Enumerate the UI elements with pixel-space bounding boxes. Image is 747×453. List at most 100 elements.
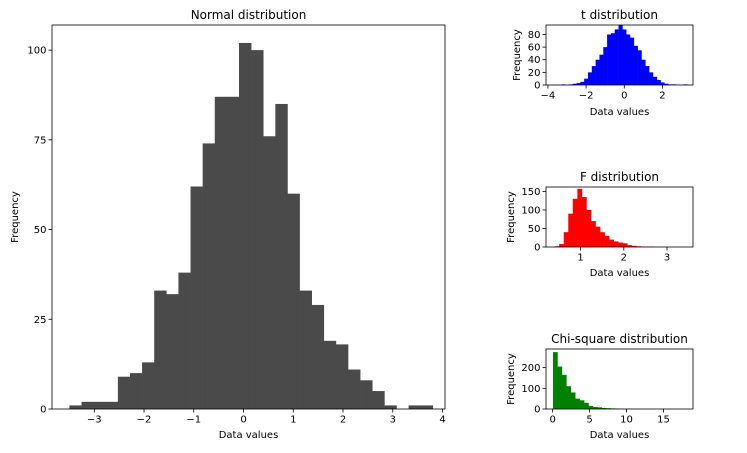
y-tick-label: 100 xyxy=(27,46,46,57)
x-tick-label: 0 xyxy=(621,91,627,102)
histogram-bar xyxy=(263,136,276,409)
histogram-bar xyxy=(630,37,635,85)
histogram-bar xyxy=(575,398,580,409)
x-tick-label: −2 xyxy=(579,91,594,102)
histogram-bar xyxy=(178,272,191,409)
histogram-bar xyxy=(660,82,665,85)
histogram-bar xyxy=(154,290,167,409)
histogram-bar xyxy=(275,103,288,409)
y-axis-label: Frequency xyxy=(10,191,21,243)
chi-square-distribution-chart: Chi-square distribution Data values Freq… xyxy=(506,332,694,441)
y-axis-label: Frequency xyxy=(512,29,523,81)
y-tick-label: 0 xyxy=(534,81,540,92)
histogram-bar xyxy=(420,405,434,409)
histogram-bar xyxy=(299,290,312,409)
histogram-bar xyxy=(626,34,631,85)
histogram-bar xyxy=(561,374,567,409)
histogram-bar xyxy=(613,241,619,247)
histogram-bar xyxy=(559,244,565,247)
x-tick-label: 3 xyxy=(664,253,670,264)
histogram-bar xyxy=(622,29,627,86)
histogram-bar xyxy=(627,245,633,247)
y-tick-label: 25 xyxy=(34,315,47,326)
x-tick-label: 0 xyxy=(549,415,555,426)
histogram-bar xyxy=(591,66,596,85)
histogram-bar xyxy=(579,400,585,409)
histogram-bar xyxy=(408,405,421,409)
x-tick-label: 0 xyxy=(240,415,246,426)
y-tick-label: 20 xyxy=(528,68,541,79)
histogram-bar xyxy=(117,376,131,409)
histogram-bar xyxy=(69,405,82,409)
histogram-bar xyxy=(372,391,385,409)
axes-frame xyxy=(51,24,446,410)
x-tick-label: 1 xyxy=(290,415,296,426)
histogram-bar xyxy=(360,380,373,409)
histogram-bar xyxy=(588,405,594,409)
histogram-bar xyxy=(610,33,616,85)
histogram-bar xyxy=(586,209,592,247)
y-tick-label: 75 xyxy=(34,135,47,146)
histogram-bar xyxy=(604,235,610,247)
histogram-bar xyxy=(580,81,585,85)
histogram-bar xyxy=(190,186,203,409)
f-distribution-chart: F distribution Data values Frequency 1 2 3… xyxy=(506,170,694,279)
x-tick-label: 5 xyxy=(586,415,592,426)
histogram-bar xyxy=(599,54,604,85)
y-tick-label: 100 xyxy=(521,384,540,395)
chart-title: F distribution xyxy=(580,170,659,184)
histogram-bar xyxy=(588,72,593,85)
x-tick-label: 2 xyxy=(659,91,665,102)
x-axis-label: Data values xyxy=(590,268,650,279)
histogram-bar xyxy=(595,226,601,247)
histogram-bar xyxy=(81,401,94,409)
histogram-bar xyxy=(214,96,228,409)
axes-frame xyxy=(545,186,694,248)
x-tick-label: 2 xyxy=(621,253,627,264)
x-tick-label: 4 xyxy=(439,415,445,426)
histogram-bar xyxy=(584,402,589,409)
histogram-bar xyxy=(335,344,349,409)
histogram-bar xyxy=(576,83,581,85)
histogram-bar xyxy=(633,45,638,85)
histogram-bar xyxy=(384,405,397,409)
histogram-bar xyxy=(557,366,563,409)
y-axis-label: Frequency xyxy=(506,353,517,405)
histogram-bar xyxy=(609,239,614,247)
histogram-bar xyxy=(652,76,658,85)
histogram-bar xyxy=(566,386,572,409)
histogram-bar xyxy=(129,373,143,409)
histogram-bar xyxy=(323,340,337,409)
x-tick-label: 10 xyxy=(620,415,633,426)
x-tick-label: −3 xyxy=(87,415,102,426)
y-tick-label: 50 xyxy=(34,225,47,236)
histogram-bar xyxy=(568,213,574,247)
chart-title: Chi-square distribution xyxy=(551,332,688,346)
x-axis-label: Data values xyxy=(590,107,650,118)
y-tick-label: 200 xyxy=(521,363,540,374)
chart-title: Normal distribution xyxy=(191,8,307,22)
histogram-bar xyxy=(202,143,216,409)
x-axis-label: Data values xyxy=(590,430,650,441)
histogram-bar xyxy=(664,83,669,85)
y-axis-label: Frequency xyxy=(506,191,517,243)
histogram-bar xyxy=(287,193,300,409)
y-tick-label: 50 xyxy=(528,224,541,235)
histogram-bar xyxy=(606,408,611,409)
histogram-bar xyxy=(570,392,576,409)
histogram-bar xyxy=(597,407,603,409)
histogram-bar xyxy=(600,232,605,247)
y-tick-label: 0 xyxy=(534,405,540,416)
histogram-bar xyxy=(577,188,583,247)
histogram-bar xyxy=(649,72,654,85)
histogram-bar xyxy=(645,66,650,85)
histogram-bar xyxy=(595,59,600,85)
chart-title: t distribution xyxy=(581,8,658,22)
y-tick-label: 150 xyxy=(521,187,540,198)
x-tick-label: −1 xyxy=(186,415,201,426)
histogram-bar xyxy=(239,42,252,409)
y-tick-label: 80 xyxy=(528,30,541,41)
histogram-bar xyxy=(572,198,578,247)
y-tick-label: 60 xyxy=(528,43,541,54)
